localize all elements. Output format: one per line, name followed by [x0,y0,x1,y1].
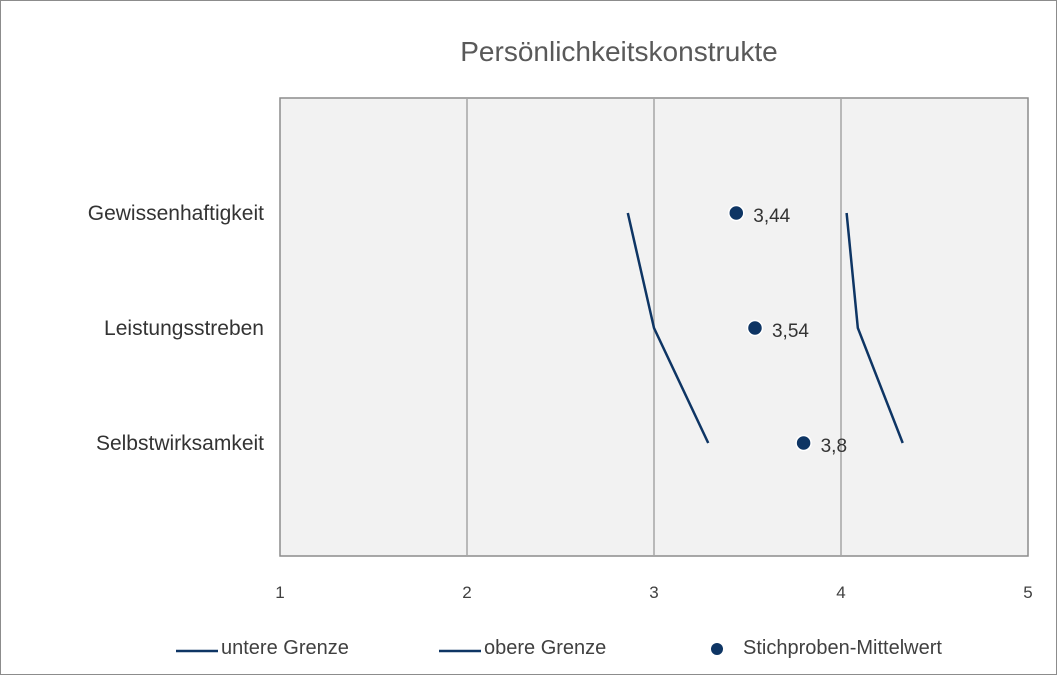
chart-title: Persönlichkeitskonstrukte [460,36,777,67]
legend-label: Stichproben-Mittelwert [743,637,942,659]
data-label: 3,44 [753,206,790,227]
legend-label: untere Grenze [221,637,349,659]
legend-marker-swatch [711,643,723,655]
category-label: Leistungsstreben [104,317,264,340]
x-tick-label: 1 [275,583,284,602]
x-tick-label: 5 [1023,583,1032,602]
legend: untere Grenze obere Grenze Stichproben-Mit… [176,637,942,659]
series-line-untere-grenze [626,212,710,444]
mean-point [795,434,812,452]
data-label: 3,8 [821,436,847,457]
category-label: Selbstwirksamkeit [96,432,264,455]
category-label: Gewissenhaftigkeit [88,202,264,225]
x-tick-label: 2 [462,583,471,602]
mean-point [746,319,764,337]
series-line-obere-grenze [845,212,904,444]
mean-point [728,204,745,222]
x-tick-label: 4 [836,583,845,602]
x-tick-label: 3 [649,583,658,602]
plot-area: 1 2 3 4 5 Gewissenhaftigkeit Leistungsstreben S… [88,97,1033,602]
data-label: 3,54 [772,321,809,342]
legend-label: obere Grenze [484,637,606,659]
